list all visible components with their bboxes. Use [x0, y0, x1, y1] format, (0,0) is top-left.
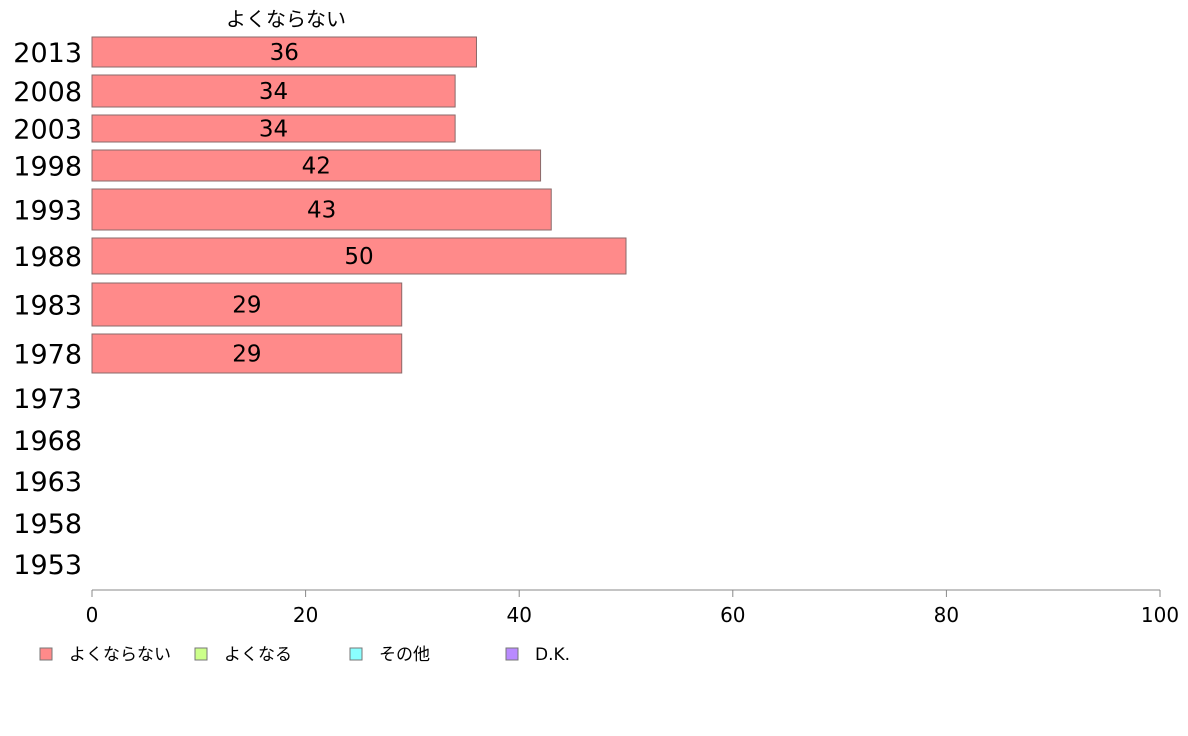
x-tick-label-80: 80 — [934, 603, 959, 627]
year-label-1988: 1988 — [13, 242, 82, 273]
year-label-1983: 1983 — [13, 291, 82, 322]
legend-swatch-3 — [505, 647, 519, 661]
x-tick-label-0: 0 — [86, 603, 99, 627]
legend-swatch-2 — [349, 647, 363, 661]
bar-value-label-2003: 34 — [259, 117, 288, 143]
year-label-2013: 2013 — [13, 38, 82, 69]
legend-label-2: その他 — [379, 645, 430, 665]
year-label-1998: 1998 — [13, 152, 82, 183]
year-labels: 2013 2008 2003 1998 1993 1988 1983 1978 1973 1968… — [13, 38, 82, 581]
bar-value-label-1993: 43 — [307, 198, 336, 224]
bar-value-label-1978: 29 — [232, 342, 261, 368]
bar-1983-0 — [91, 282, 403, 327]
bar-value-label-2008: 34 — [259, 79, 288, 105]
year-label-2003: 2003 — [13, 115, 82, 146]
bar-2003-0 — [91, 114, 456, 143]
legend-label-0: よくならない — [69, 645, 171, 665]
bar-1978-0 — [91, 333, 403, 374]
year-label-1978: 1978 — [13, 340, 82, 371]
year-label-1953: 1953 — [13, 550, 82, 581]
x-tick-label-20: 20 — [293, 603, 318, 627]
bar-value-label-1988: 50 — [344, 244, 373, 270]
year-label-1973: 1973 — [13, 384, 82, 415]
year-label-2008: 2008 — [13, 77, 82, 108]
bar-value-label-1998: 42 — [302, 154, 331, 180]
bar-value-label-1983: 29 — [232, 293, 261, 319]
year-label-1968: 1968 — [13, 426, 82, 457]
legend: よくならない よくなる その他 D.K. — [39, 645, 570, 665]
legend-swatch-0 — [39, 647, 53, 661]
year-label-1958: 1958 — [13, 509, 82, 540]
bar-value-label-2013: 36 — [270, 40, 299, 66]
series-column-header: よくならない — [226, 7, 346, 31]
x-tick-label-60: 60 — [720, 603, 745, 627]
x-tick-label-40: 40 — [506, 603, 531, 627]
x-tick-label-100: 100 — [1141, 603, 1179, 627]
legend-label-3: D.K. — [535, 645, 570, 665]
year-label-1993: 1993 — [13, 196, 82, 227]
year-label-1963: 1963 — [13, 467, 82, 498]
bar-2013-0 — [91, 36, 477, 68]
bar-2008-0 — [91, 74, 456, 108]
bar-1993-0 — [91, 188, 552, 231]
legend-swatch-1 — [194, 647, 208, 661]
x-axis: 0 20 40 60 80 100 — [86, 589, 1179, 627]
bar-1998-0 — [91, 149, 542, 182]
legend-label-1: よくなる — [224, 645, 292, 665]
bar-1988-0 — [91, 237, 627, 275]
bars: 36 34 34 42 43 50 29 29 — [91, 36, 627, 374]
